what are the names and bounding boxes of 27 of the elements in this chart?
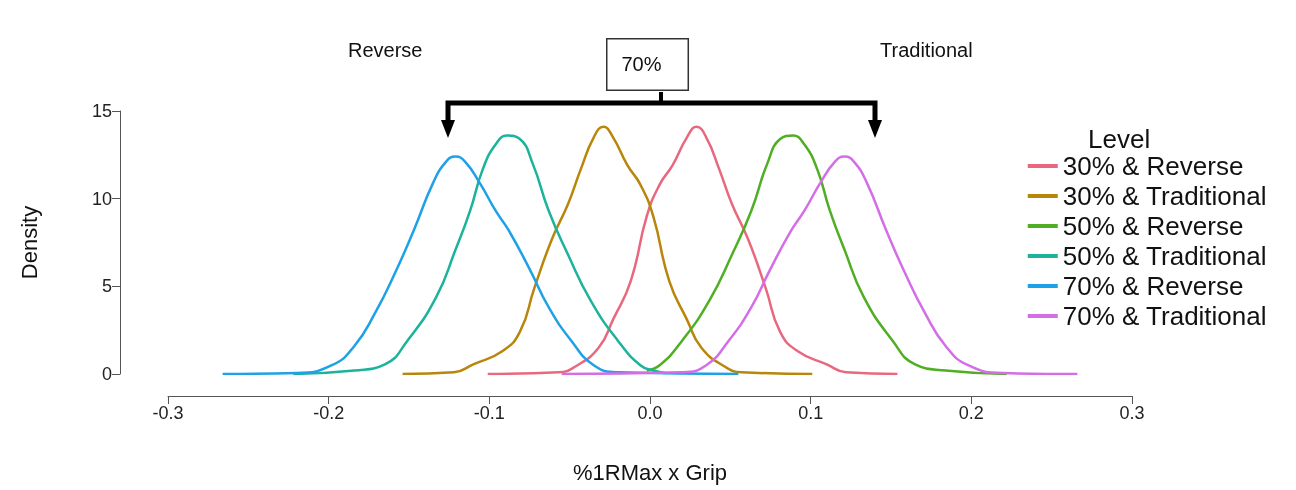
text: 70% [621, 52, 662, 75]
x-tick-label: 0.3 [1119, 403, 1145, 423]
legend-label: 70% & Traditional [1062, 301, 1267, 331]
x-tick-label: 0.1 [798, 403, 824, 423]
legend-label: 70% & Reverse [1062, 271, 1244, 301]
line-series [486, 125, 899, 376]
legend-label: 50% & Reverse [1062, 211, 1244, 241]
y-tick-label: 10 [91, 188, 112, 209]
y-axis-title: Density [16, 205, 42, 280]
legend-title: Level [1088, 124, 1151, 154]
x-tick-label: -0.3 [152, 403, 184, 423]
y-tick-label: 5 [101, 276, 112, 297]
x-axis-title: %1RMax x Grip [572, 459, 728, 485]
x-tick-label: 0.0 [637, 403, 663, 423]
line-series [401, 125, 814, 376]
y-tick-label: 0 [101, 364, 112, 384]
text: Traditional [880, 39, 973, 61]
y-tick-label: 15 [91, 101, 112, 121]
legend-label: 30% & Reverse [1062, 151, 1244, 181]
legend-label: 50% & Traditional [1062, 241, 1267, 271]
x-tick-label: -0.1 [473, 403, 505, 423]
text: Reverse [348, 39, 423, 61]
legend-label: 30% & Traditional [1062, 181, 1267, 211]
x-tick-label: 0.2 [958, 403, 984, 423]
line-series [221, 155, 740, 376]
x-tick-label: -0.2 [313, 403, 345, 423]
line-series [645, 134, 1008, 376]
